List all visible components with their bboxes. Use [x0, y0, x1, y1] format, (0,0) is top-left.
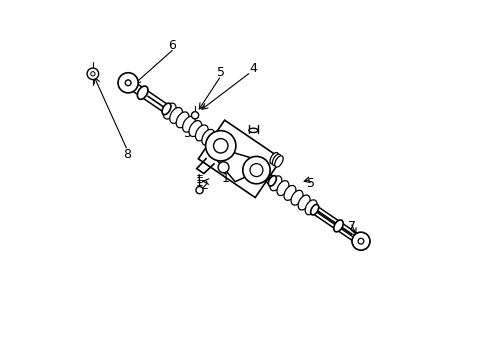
Text: 4: 4	[249, 62, 257, 75]
Polygon shape	[218, 151, 254, 182]
Circle shape	[90, 72, 95, 76]
Ellipse shape	[290, 190, 303, 205]
Text: 5: 5	[217, 66, 224, 78]
Ellipse shape	[274, 156, 283, 167]
Ellipse shape	[189, 121, 202, 136]
Text: 6: 6	[168, 39, 176, 51]
Circle shape	[191, 112, 198, 119]
Text: 1: 1	[222, 172, 229, 185]
Circle shape	[118, 73, 138, 93]
Ellipse shape	[182, 116, 195, 132]
Ellipse shape	[284, 185, 295, 201]
Ellipse shape	[162, 103, 171, 114]
Circle shape	[125, 80, 131, 86]
Ellipse shape	[298, 195, 309, 210]
Ellipse shape	[202, 129, 214, 145]
Ellipse shape	[333, 220, 343, 232]
Ellipse shape	[310, 204, 318, 215]
Text: 3: 3	[183, 127, 190, 140]
Polygon shape	[198, 120, 281, 198]
Text: 2: 2	[200, 179, 208, 192]
Circle shape	[218, 162, 228, 173]
Ellipse shape	[176, 112, 188, 128]
Ellipse shape	[163, 103, 176, 119]
Circle shape	[357, 238, 363, 244]
Text: 7: 7	[348, 220, 356, 233]
Ellipse shape	[137, 86, 148, 99]
Text: 8: 8	[123, 148, 131, 161]
Ellipse shape	[305, 200, 316, 215]
Ellipse shape	[169, 108, 182, 123]
Text: 5: 5	[306, 177, 314, 190]
Circle shape	[196, 186, 203, 194]
Circle shape	[351, 232, 369, 250]
Ellipse shape	[269, 153, 278, 164]
Ellipse shape	[195, 125, 208, 141]
Ellipse shape	[269, 176, 281, 191]
Circle shape	[213, 139, 227, 153]
Ellipse shape	[276, 181, 288, 195]
Ellipse shape	[272, 154, 280, 166]
Circle shape	[249, 163, 263, 176]
Circle shape	[87, 68, 99, 80]
Ellipse shape	[268, 176, 276, 186]
Ellipse shape	[206, 134, 216, 145]
Circle shape	[205, 131, 235, 161]
Ellipse shape	[248, 128, 257, 132]
Circle shape	[242, 156, 269, 184]
